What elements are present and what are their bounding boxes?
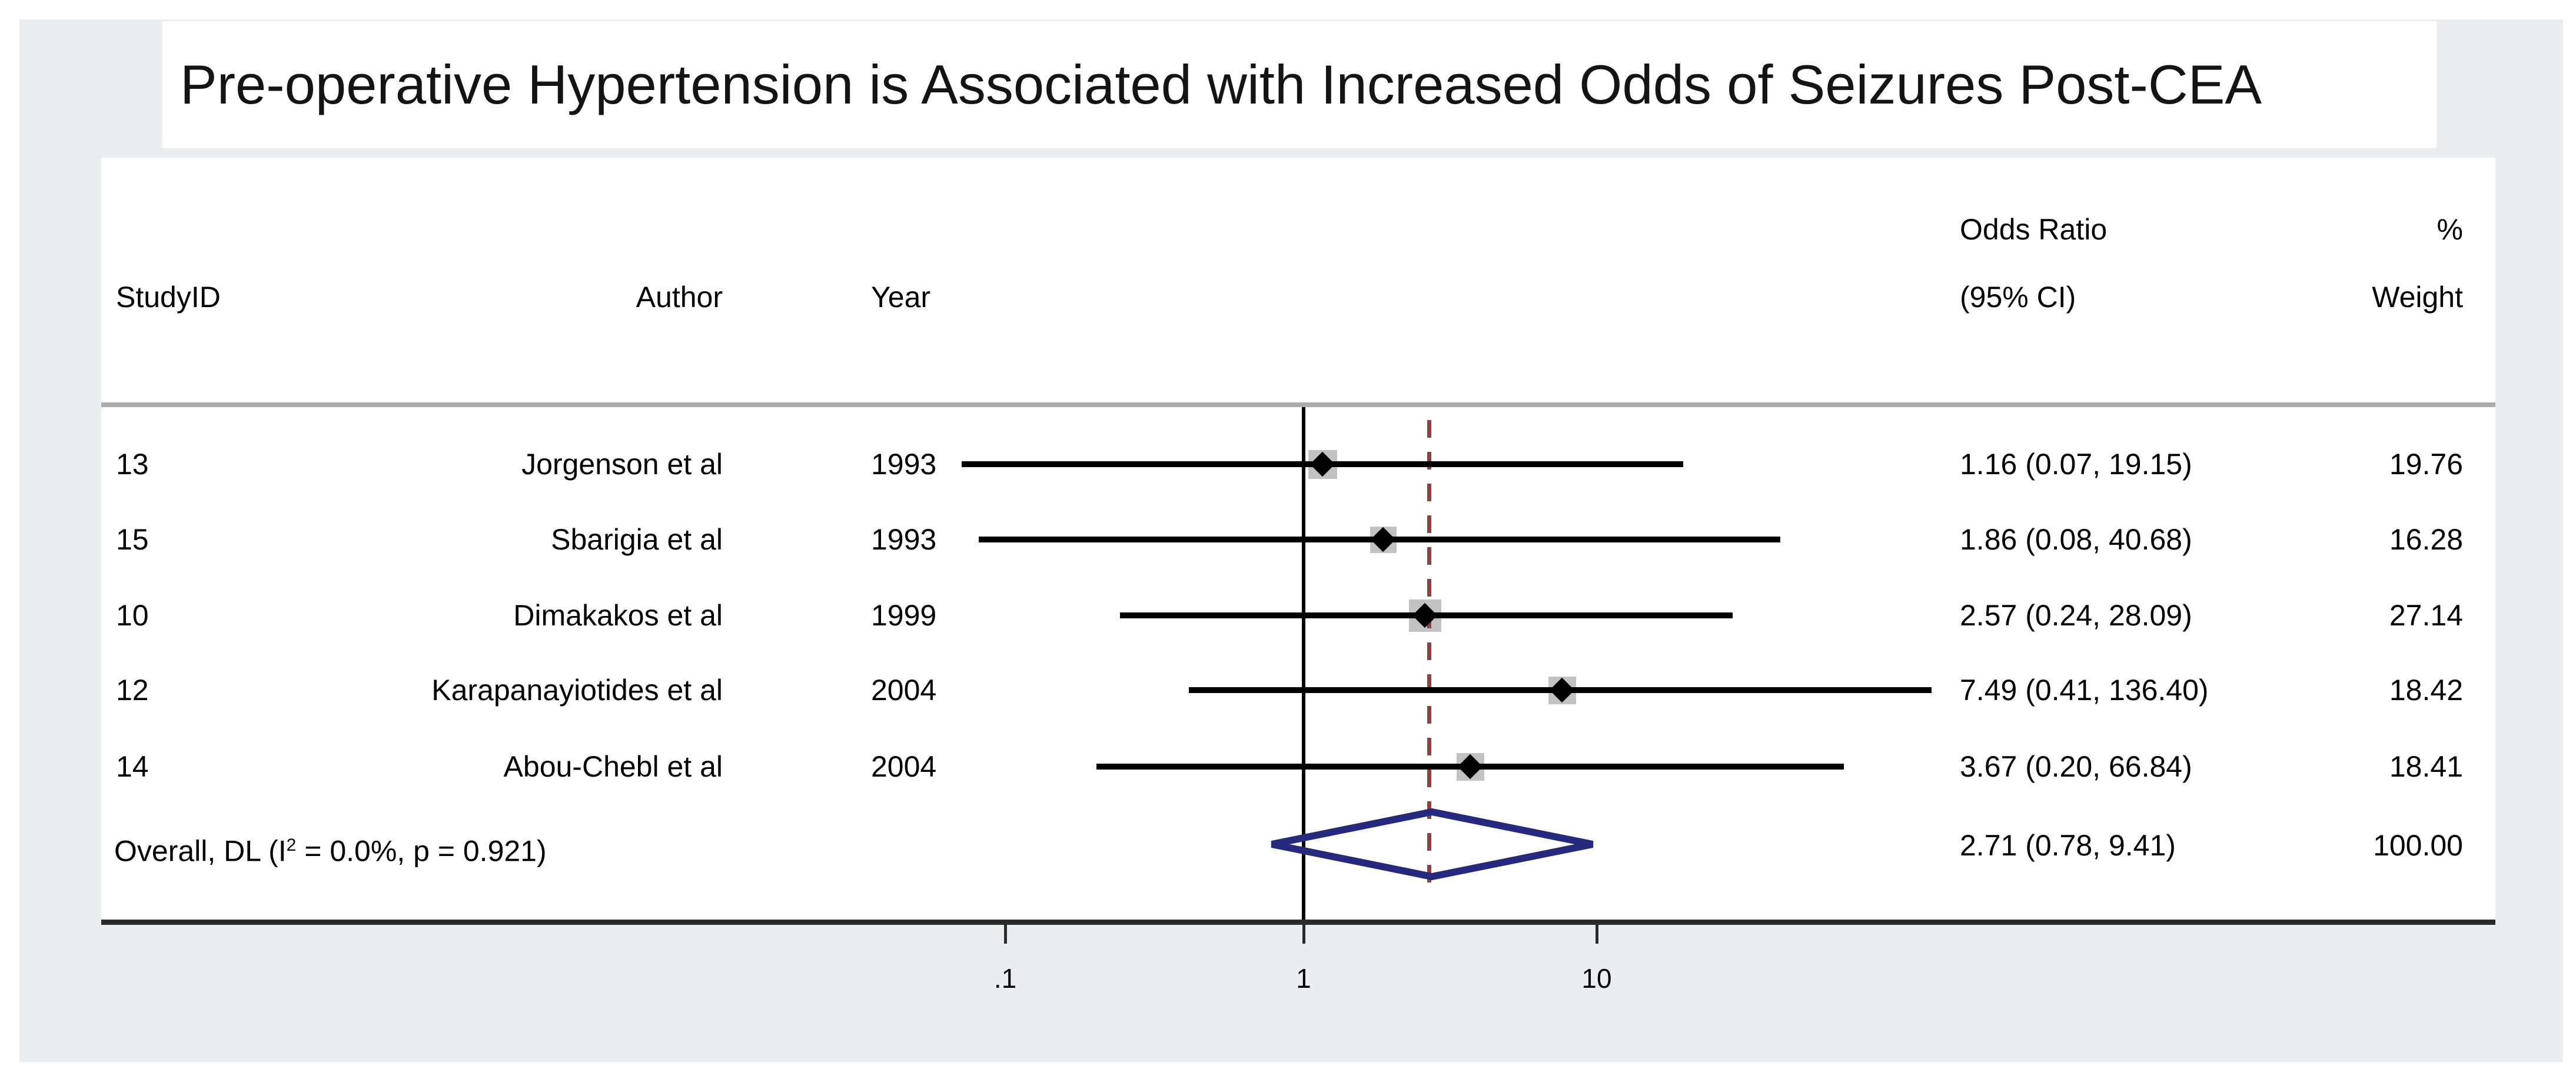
overall-label-suffix: = 0.0%, p = 0.921): [296, 834, 547, 868]
or-ci-cell: 2.57 (0.24, 28.09): [1960, 599, 2192, 632]
or-ci-cell: 7.49 (0.41, 136.40): [1960, 674, 2209, 707]
overall-label-sup: 2: [286, 835, 297, 855]
page-title: Pre-operative Hypertension is Associated…: [180, 54, 2262, 115]
author-cell: Abou-Chebl et al: [503, 750, 723, 783]
x-tick-10: [1596, 925, 1598, 944]
year-cell: 1993: [871, 448, 937, 481]
overall-weight-cell: 100.00: [2373, 829, 2463, 862]
weight-cell: 19.76: [2389, 448, 2463, 481]
studyid-cell: 12: [116, 674, 149, 707]
x-tick-0.1: [1004, 925, 1007, 944]
x-axis-line: [101, 920, 2495, 925]
year-cell: 1999: [871, 599, 937, 632]
header-year: Year: [871, 281, 931, 314]
header-author: Author: [636, 281, 723, 314]
weight-cell: 18.41: [2389, 750, 2463, 783]
null-line-or-1: [1302, 405, 1305, 920]
x-tick-label-10: 10: [1581, 963, 1612, 994]
overall-estimate-dashed-line: [1427, 420, 1431, 888]
x-tick-1: [1302, 925, 1305, 944]
author-cell: Jorgenson et al: [521, 448, 723, 481]
weight-cell: 16.28: [2389, 523, 2463, 556]
studyid-cell: 10: [116, 599, 149, 632]
studyid-cell: 13: [116, 448, 149, 481]
author-cell: Dimakakos et al: [513, 599, 723, 632]
or-ci-cell: 3.67 (0.20, 66.84): [1960, 750, 2192, 783]
weight-cell: 27.14: [2389, 599, 2463, 632]
x-tick-label-1: 1: [1296, 963, 1311, 994]
x-tick-label-0.1: .1: [993, 963, 1017, 994]
overall-or-ci-cell: 2.71 (0.78, 9.41): [1960, 829, 2176, 862]
author-cell: Sbarigia et al: [551, 523, 723, 556]
year-cell: 1993: [871, 523, 937, 556]
weight-cell: 18.42: [2389, 674, 2463, 707]
or-ci-cell: 1.16 (0.07, 19.15): [1960, 448, 2192, 481]
overall-label-prefix: Overall, DL (I: [114, 834, 287, 868]
year-cell: 2004: [871, 674, 937, 707]
overall-label: Overall, DL (I2 = 0.0%, p = 0.921): [114, 825, 547, 868]
or-ci-cell: 1.86 (0.08, 40.68): [1960, 523, 2192, 556]
header-weight: Weight: [2372, 281, 2463, 314]
title-band: Pre-operative Hypertension is Associated…: [162, 21, 2437, 148]
studyid-cell: 15: [116, 523, 149, 556]
author-cell: Karapanayiotides et al: [431, 674, 723, 707]
overall-diamond: [1271, 808, 1594, 881]
header-95ci: (95% CI): [1960, 281, 2076, 314]
header-odds-ratio: Odds Ratio: [1960, 213, 2108, 246]
header-rule: [101, 402, 2495, 407]
year-cell: 2004: [871, 750, 937, 783]
studyid-cell: 14: [116, 750, 149, 783]
header-studyid: StudyID: [116, 281, 221, 314]
header-percent: %: [2437, 213, 2463, 246]
